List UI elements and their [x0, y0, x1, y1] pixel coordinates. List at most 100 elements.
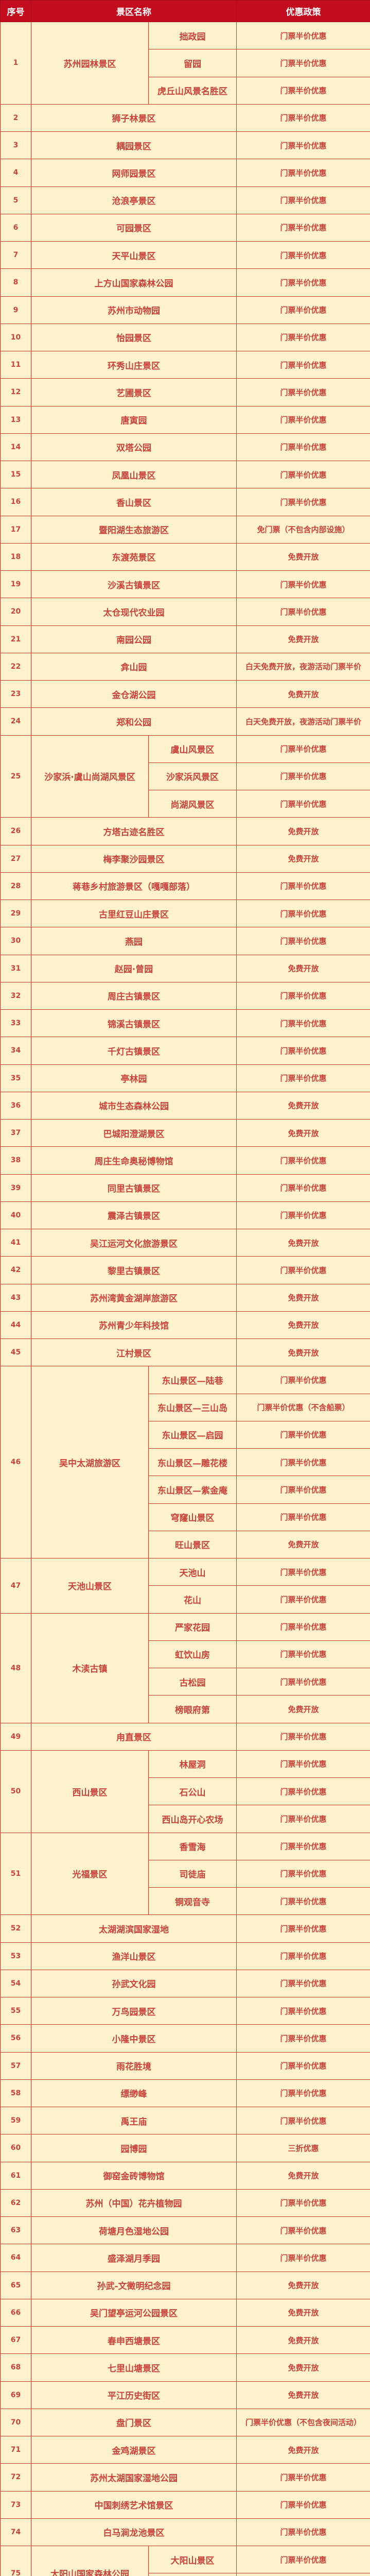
discount-policy-cell: 门票半价优惠 — [236, 1146, 370, 1175]
serial-number-cell: 61 — [0, 2161, 31, 2190]
table-row: 35 亭林园 门票半价优惠 — [0, 1064, 370, 1092]
sub-scenic-name-cell: 天池山 — [148, 1557, 237, 1586]
table-row: 17 暨阳湖生态旅游区 免门票（不包含内部设施） — [0, 515, 370, 544]
scenic-name-cell: 上方山国家森林公园 — [31, 268, 237, 297]
table-row: 东山景区—雕花楼 门票半价优惠 — [1, 1448, 370, 1477]
serial-number-cell: 40 — [0, 1201, 31, 1230]
table-row: 67 春申西塘景区 免费开放 — [0, 2326, 370, 2354]
table-row: 45 江村景区 免费开放 — [0, 1338, 370, 1367]
scenic-name-cell: 可园景区 — [31, 213, 237, 242]
serial-number-cell: 9 — [0, 296, 31, 324]
table-row: 51 光福景区 香雪海 门票半价优惠 — [0, 1832, 370, 1916]
scenic-name-cell: 城市生态森林公园 — [31, 1091, 237, 1120]
table-row: 32 周庄古镇景区 门票半价优惠 — [0, 981, 370, 1010]
discount-policy-cell: 门票半价优惠 — [236, 1859, 370, 1888]
serial-number-cell: 28 — [0, 872, 31, 901]
scenic-name-cell: 狮子林景区 — [31, 104, 237, 132]
table-row: 7 天平山景区 门票半价优惠 — [0, 241, 370, 269]
table-row: 61 御窑金砖博物馆 免费开放 — [0, 2161, 370, 2190]
serial-number-cell: 65 — [0, 2271, 31, 2299]
table-row: 65 孙武-文徵明纪念园 免费开放 — [0, 2271, 370, 2299]
table-row: 留园 门票半价优惠 — [1, 49, 370, 77]
scenic-name-cell: 耦园景区 — [31, 131, 237, 160]
discount-policy-cell: 门票半价优惠 — [236, 2052, 370, 2080]
discount-policy-cell: 门票半价优惠 — [236, 323, 370, 352]
serial-number-cell: 8 — [0, 268, 31, 297]
scenic-name-cell: 甪直景区 — [31, 1722, 237, 1751]
header-discount-policy: 优惠政策 — [236, 0, 370, 22]
table-body: 1 苏州园林景区 拙政园 门票半价优惠 留园 门票半价优惠 虎丘山风景名胜区 门票半价优惠 2 狮… — [0, 21, 370, 2576]
discount-policy-cell: 门票半价优惠 — [236, 350, 370, 379]
discount-policy-cell: 门票半价优惠 — [236, 789, 370, 818]
table-row: 沙家浜风景区 门票半价优惠 — [1, 762, 370, 791]
discount-policy-cell: 门票半价优惠 — [236, 21, 370, 50]
serial-number-cell: 29 — [0, 899, 31, 928]
table-row: 72 苏州太湖国家湿地公园 门票半价优惠 — [0, 2463, 370, 2492]
scenic-name-cell: 中国刺绣艺术馆景区 — [31, 2490, 237, 2519]
serial-number-cell: 73 — [0, 2490, 31, 2519]
sub-scenic-name-cell: 榜眼府第 — [148, 1695, 237, 1723]
serial-number-cell: 26 — [0, 817, 31, 845]
table-row: 60 园博园 三折优惠 — [0, 2134, 370, 2162]
sub-scenic-name-cell: 严家花园 — [148, 1613, 237, 1641]
discount-policy-cell: 门票半价优惠 — [236, 2545, 370, 2574]
serial-number-cell: 25 — [0, 735, 31, 818]
serial-number-cell: 58 — [0, 2079, 31, 2108]
discount-policy-cell: 门票半价优惠（不包含夜间活动） — [236, 2408, 370, 2437]
discount-policy-cell: 免费开放 — [236, 2435, 370, 2464]
scenic-name-cell: 小隆中景区 — [31, 2024, 237, 2053]
serial-number-cell: 3 — [0, 131, 31, 160]
discount-policy-cell: 门票半价优惠 — [236, 1942, 370, 1970]
serial-number-cell: 55 — [0, 1996, 31, 2025]
table-row: 西山岛开心农场 门票半价优惠 — [1, 1805, 370, 1833]
discount-policy-cell: 门票半价优惠 — [236, 1420, 370, 1449]
serial-number-cell: 43 — [0, 1283, 31, 1312]
serial-number-cell: 19 — [0, 570, 31, 599]
table-row: 69 平江历史街区 免费开放 — [0, 2381, 370, 2409]
discount-policy-cell: 门票半价优惠 — [236, 104, 370, 132]
discount-policy-cell: 免费开放 — [236, 844, 370, 873]
scenic-name-cell: 金鸡湖景区 — [31, 2435, 237, 2464]
scenic-name-cell: 苏州青少年科技馆 — [31, 1311, 237, 1340]
discount-policy-cell: 门票半价优惠 — [236, 296, 370, 324]
serial-number-cell: 52 — [0, 1914, 31, 1943]
discount-policy-cell: 门票半价优惠 — [236, 2244, 370, 2272]
scenic-name-cell: 雨花胜境 — [31, 2052, 237, 2080]
discount-policy-cell: 免费开放 — [236, 2353, 370, 2382]
table-row: 15 凤凰山景区 门票半价优惠 — [0, 460, 370, 489]
scenic-name-cell: 沙溪古镇景区 — [31, 570, 237, 599]
table-row: 54 孙武文化园 门票半价优惠 — [0, 1969, 370, 1998]
sub-scenic-name-cell: 东山景区—雕花楼 — [148, 1448, 237, 1477]
scenic-name-cell: 香山景区 — [31, 488, 237, 516]
table-row: 26 方塔古迹名胜区 免费开放 — [0, 817, 370, 845]
scenic-name-cell: 园博园 — [31, 2134, 237, 2162]
table-row: 58 缥缈峰 门票半价优惠 — [0, 2079, 370, 2108]
table-row: 东山景区—紫金庵 门票半价优惠 — [1, 1476, 370, 1504]
scenic-name-cell: 平江历史街区 — [31, 2381, 237, 2409]
serial-number-cell: 15 — [0, 460, 31, 489]
serial-number-cell: 37 — [0, 1118, 31, 1147]
discount-policy-cell: 免费开放 — [236, 2161, 370, 2190]
serial-number-cell: 7 — [0, 241, 31, 269]
discount-policy-cell: 门票半价优惠 — [236, 76, 370, 105]
table-row: 虹饮山房 门票半价优惠 — [1, 1640, 370, 1669]
discount-policy-cell: 免费开放 — [236, 1228, 370, 1257]
sub-scenic-name-cell: 香雪海 — [148, 1832, 237, 1860]
discount-policy-cell: 门票半价优惠 — [236, 213, 370, 242]
table-row: 71 金鸡湖景区 免费开放 — [0, 2435, 370, 2464]
table-row: 25 沙家浜·虞山尚湖风景区 虞山风景区 门票半价优惠 — [0, 735, 370, 818]
discount-policy-cell: 门票半价优惠 — [236, 488, 370, 516]
serial-number-cell: 68 — [0, 2353, 31, 2382]
serial-number-cell: 23 — [0, 680, 31, 708]
sub-scenic-name-cell: 东山景区—紫金庵 — [148, 1476, 237, 1504]
serial-number-cell: 14 — [0, 433, 31, 462]
serial-number-cell: 45 — [0, 1338, 31, 1367]
scenic-name-cell: 沧浪亭景区 — [31, 186, 237, 214]
scenic-name-cell: 燕园 — [31, 927, 237, 955]
sub-scenic-name-cell: 拙政园 — [148, 21, 237, 50]
table-row: 榜眼府第 免费开放 — [1, 1695, 370, 1723]
table-row: 63 荷塘月色湿地公园 门票半价优惠 — [0, 2216, 370, 2245]
table-row: 62 苏州（中国）花卉植物园 门票半价优惠 — [0, 2189, 370, 2217]
table-row: 18 东渡苑景区 免费开放 — [0, 543, 370, 571]
sub-scenic-name-cell: 古松园 — [148, 1667, 237, 1696]
